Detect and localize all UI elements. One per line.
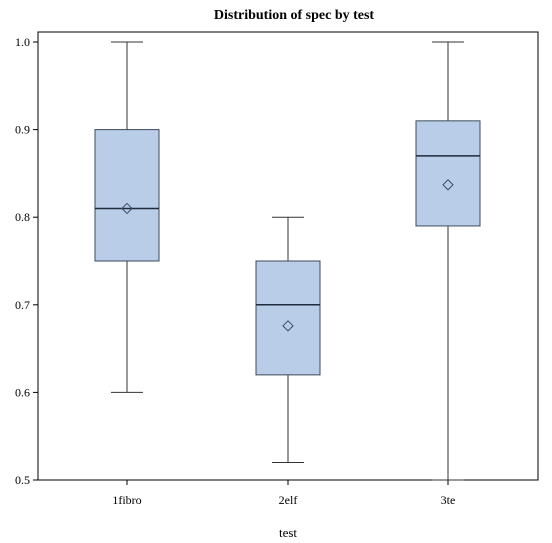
x-axis: 1fibro 2elf 3te [112,480,455,507]
y-tick-label: 0.9 [15,123,30,137]
y-tick-label: 0.8 [15,210,30,224]
y-tick-label: 0.7 [15,298,30,312]
chart-title: Distribution of spec by test [214,8,375,23]
iqr-box [415,120,481,227]
y-tick-label: 0.5 [15,473,30,487]
x-tick-label: 2elf [279,493,298,507]
box-2elf [255,216,321,463]
x-axis-title: test [279,525,297,540]
box-series [94,41,481,481]
mean-marker [442,179,454,191]
iqr-box [94,129,160,262]
y-axis: 0.5 0.6 0.7 0.8 0.9 1.0 [15,35,38,487]
mean-marker [282,320,294,332]
y-tick-label: 1.0 [15,35,30,49]
box-1fibro [94,41,160,393]
iqr-box [255,260,321,376]
box-3te [415,41,481,481]
x-tick-label: 3te [441,493,456,507]
mean-marker [121,202,133,215]
y-tick-label: 0.6 [15,385,30,399]
x-tick-label: 1fibro [112,493,141,507]
